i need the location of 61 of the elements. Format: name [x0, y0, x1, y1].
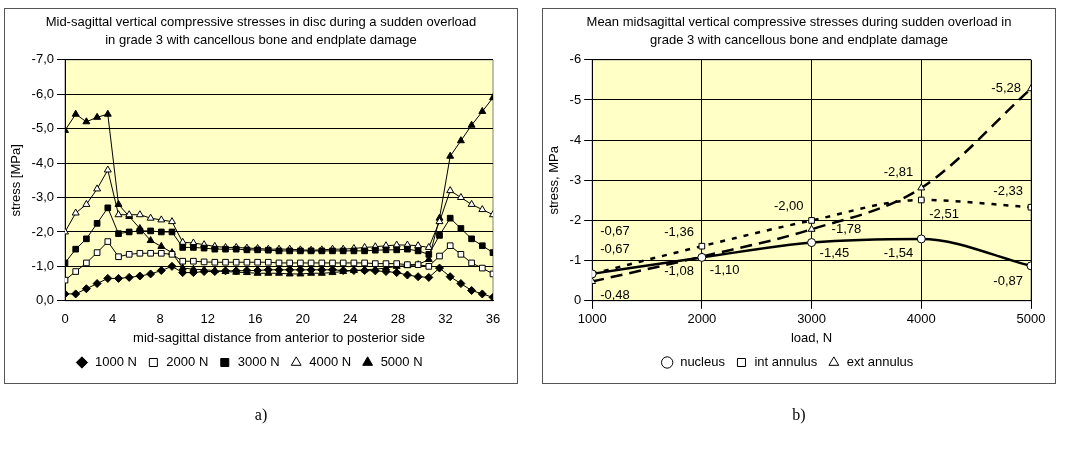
x-tick-label: 1000 — [577, 311, 607, 327]
x-tick-label: 16 — [247, 311, 263, 327]
legend-label: 1000 N — [94, 354, 137, 370]
data-label: -2,51 — [929, 205, 959, 221]
chart-title: Mean midsagittal vertical compressive stresses during sudden overload in grade 3 with cancellous bone and endplate damage — [585, 13, 1013, 49]
data-label: -2,81 — [883, 163, 914, 179]
legend-label: 4000 N — [309, 354, 352, 370]
data-label: -5,28 — [991, 80, 1021, 96]
data-label: -1,78 — [831, 220, 862, 236]
x-tick-label: 4 — [108, 311, 117, 327]
y-tick-label: -3,0 — [31, 189, 54, 205]
y-tick-label: -4 — [569, 131, 582, 147]
y-axis-title: stress [MPa] — [8, 144, 24, 217]
y-tick-label: -3 — [569, 171, 582, 187]
data-label: -0,48 — [600, 287, 630, 303]
x-tick-label: 36 — [485, 311, 501, 327]
x-tick-label: 2000 — [687, 311, 717, 327]
chart-title: Mid-sagittal vertical compressive stresses in disc during a sudden overload in grade 3 with cancellous bone and endplate damage — [44, 13, 478, 49]
legend-label: 5000 N — [380, 354, 423, 370]
x-tick-label: 12 — [200, 311, 215, 327]
text: a) — [253, 406, 269, 424]
y-axis-title: stress, MPa — [546, 145, 562, 215]
x-tick-label: 28 — [390, 311, 406, 327]
legend-label: nucleus — [680, 354, 726, 370]
y-tick-label: -7,0 — [31, 51, 54, 67]
y-tick-label: -6,0 — [31, 85, 54, 101]
legend-label: 3000 N — [237, 354, 280, 370]
x-tick-label: 0 — [61, 311, 69, 327]
y-tick-label: -4,0 — [31, 154, 54, 170]
x-tick-label: 20 — [295, 311, 311, 327]
y-tick-label: -5 — [569, 91, 582, 107]
data-label: -1,54 — [883, 244, 914, 260]
data-label: -2,33 — [993, 182, 1023, 198]
x-axis-title: load, N — [790, 329, 833, 345]
x-tick-label: 8 — [156, 311, 164, 327]
y-tick-label: -2 — [569, 212, 582, 228]
data-label: -1,08 — [664, 263, 694, 278]
text: b) — [791, 406, 807, 424]
x-tick-label: 5000 — [1016, 311, 1046, 327]
y-tick-label: 0 — [573, 292, 582, 308]
data-label: -1,45 — [819, 245, 850, 261]
x-tick-label: 32 — [438, 311, 453, 327]
legend-label: int annulus — [754, 354, 818, 370]
y-tick-label: -5,0 — [31, 120, 54, 136]
data-label: -0,87 — [993, 273, 1023, 289]
x-tick-label: 4000 — [906, 311, 936, 327]
y-tick-label: -6 — [569, 51, 582, 67]
legend-label: ext annulus — [846, 354, 914, 370]
x-tick-label: 24 — [343, 311, 358, 327]
data-label: -0,67 — [600, 223, 630, 239]
y-tick-label: -1,0 — [31, 257, 54, 273]
data-label: -1,10 — [709, 262, 740, 278]
x-axis-title: mid-sagittal distance from anterior to posterior side — [133, 329, 425, 345]
legend-label: 2000 N — [166, 354, 209, 370]
y-tick-label: -2,0 — [31, 223, 54, 239]
data-label: -0,67 — [600, 241, 630, 257]
y-tick-label: -1 — [569, 252, 582, 268]
data-label: -2,00 — [773, 198, 804, 214]
data-label: -1,36 — [664, 223, 694, 239]
y-tick-label: 0,0 — [35, 292, 54, 308]
x-tick-label: 3000 — [797, 311, 827, 327]
